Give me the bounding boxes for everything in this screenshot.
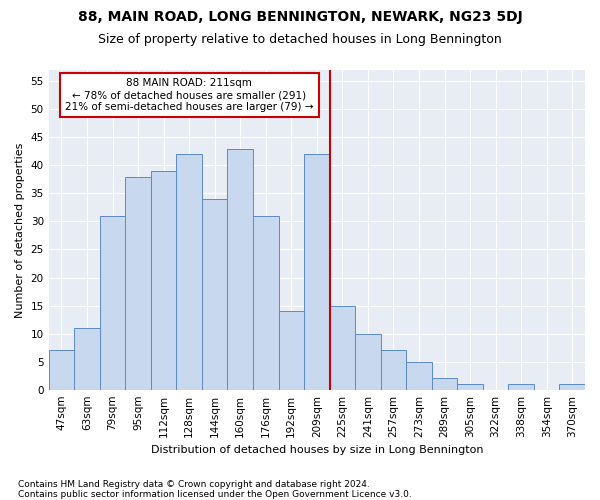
Bar bbox=[253, 216, 278, 390]
Bar bbox=[380, 350, 406, 390]
Bar bbox=[100, 216, 125, 390]
Text: Size of property relative to detached houses in Long Bennington: Size of property relative to detached ho… bbox=[98, 32, 502, 46]
Bar bbox=[125, 176, 151, 390]
Text: 88, MAIN ROAD, LONG BENNINGTON, NEWARK, NG23 5DJ: 88, MAIN ROAD, LONG BENNINGTON, NEWARK, … bbox=[77, 10, 523, 24]
Bar bbox=[202, 199, 227, 390]
Bar bbox=[49, 350, 74, 390]
Y-axis label: Number of detached properties: Number of detached properties bbox=[15, 142, 25, 318]
Bar bbox=[508, 384, 534, 390]
Bar bbox=[304, 154, 329, 390]
Bar bbox=[355, 334, 380, 390]
Bar bbox=[559, 384, 585, 390]
Bar bbox=[432, 378, 457, 390]
Text: Contains public sector information licensed under the Open Government Licence v3: Contains public sector information licen… bbox=[18, 490, 412, 499]
Text: Contains HM Land Registry data © Crown copyright and database right 2024.: Contains HM Land Registry data © Crown c… bbox=[18, 480, 370, 489]
Bar bbox=[406, 362, 432, 390]
Text: 88 MAIN ROAD: 211sqm
← 78% of detached houses are smaller (291)
21% of semi-deta: 88 MAIN ROAD: 211sqm ← 78% of detached h… bbox=[65, 78, 313, 112]
Bar bbox=[151, 171, 176, 390]
Bar bbox=[457, 384, 483, 390]
Bar bbox=[278, 311, 304, 390]
Bar bbox=[74, 328, 100, 390]
X-axis label: Distribution of detached houses by size in Long Bennington: Distribution of detached houses by size … bbox=[151, 445, 483, 455]
Bar bbox=[329, 306, 355, 390]
Bar bbox=[176, 154, 202, 390]
Bar bbox=[227, 148, 253, 390]
